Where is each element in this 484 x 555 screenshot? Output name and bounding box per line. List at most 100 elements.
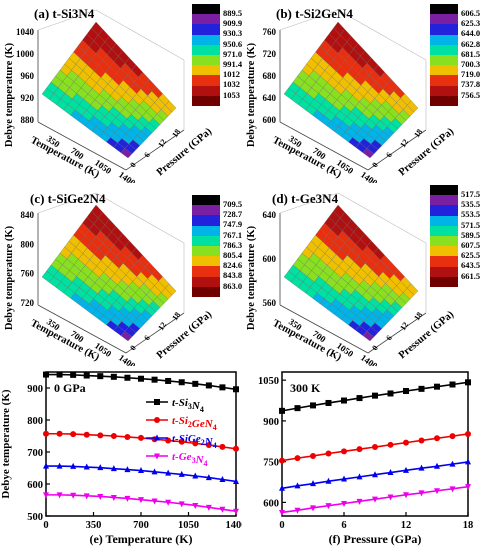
data-point [449,433,456,440]
pressure-tick-label: 0 [370,344,380,352]
x-axis-label: (f) Pressure (GPa) [329,532,422,546]
series-t-Si2GeN4 [279,430,471,464]
data-point [124,495,131,502]
surface-plot-a: 8809209601000104035070010501400061218Deb… [4,9,215,188]
colorbar-swatch [192,95,220,106]
colorbar-swatch [192,205,220,216]
data-point [165,377,172,384]
data-point [97,432,104,439]
x-tick-label: 0 [279,520,284,531]
surface-axes [37,192,185,354]
data-point [219,476,226,483]
temperature-tick-label: 1400 [359,352,380,366]
colorbar-tick-label: 571.5 [461,219,481,230]
data-point [178,470,185,477]
series-t-Si3N4 [279,379,471,414]
x-tick-label: 18 [463,520,474,531]
line-chart-f: 0 6 12 18 600 750 900 1050 (f) Pressure (GPa) 300… [242,366,484,550]
colorbar-tick-label: 644.0 [461,28,481,39]
data-point [294,405,301,412]
data-point [154,453,160,460]
data-point [205,382,212,389]
data-point [403,466,409,473]
colorbar-swatch [430,185,458,196]
temperature-tick-label: 1400 [117,352,138,366]
back-edge [337,192,427,244]
data-point [165,437,172,444]
data-point [56,371,63,378]
debye-tick-label: 960 [21,71,35,81]
colorbar-swatch [430,65,458,76]
temperature-axis-label: Temperature (K) [29,318,102,364]
colorbar-tick-label: 719.0 [461,69,481,80]
colorbar-swatch [430,225,458,236]
data-point [83,431,90,438]
x-axis-line [279,304,369,354]
series-t-SiGe2N4 [43,462,239,484]
data-point [70,492,77,499]
pressure-axis-label: Pressure (GPa) [397,309,457,362]
debye-tick-label: 760 [21,269,35,279]
colorbar-tick-label: 709.5 [223,199,243,209]
data-point [325,477,332,484]
debye-tick-label: 600 [263,254,277,264]
data-point [70,431,77,438]
surface-panel-a: 880 920 960 1000 1040 350 700 1050 1400 0 6 12 18 Deb… [0,0,243,188]
colorbar-tick-label: 767.1 [223,229,243,240]
colorbar-tick-label: 681.5 [461,48,481,59]
pressure-tick-label: 6 [142,151,152,159]
data-point [138,467,144,474]
debye-tick-label: 720 [21,298,35,308]
colorbar-swatch [430,54,458,66]
colorbar-swatch [192,235,220,246]
data-point [372,443,378,450]
data-point [341,448,347,455]
legend-entry: t-Si3N4 [172,397,204,414]
data-point [356,498,363,505]
data-point [192,502,199,509]
p-axis-line [125,129,185,171]
colorbar-swatch [430,205,458,216]
data-point [449,486,456,493]
debye-tick-label: 840 [21,210,35,220]
debye-tick-label: 720 [263,49,277,59]
colorbar-tick-label: 747.9 [223,219,243,230]
data-point [205,474,212,481]
pressure-tick-label: 6 [384,334,394,342]
data-point [110,465,117,472]
data-point [341,475,347,482]
colorbar-tick-label: 737.8 [461,79,481,90]
colorbar-tick-label: 662.8 [461,38,481,49]
pressure-axis-label: Pressure (GPa) [397,126,457,179]
debye-axis-label: Debye temperature (K) [4,225,15,330]
panel-title-a: (a) t-Si3N4 [34,6,95,21]
debye-tick-label: 1000 [16,49,35,59]
data-point [403,439,409,446]
debye-tick-label: 640 [263,93,277,103]
colorbar-swatch [192,65,220,76]
colorbar-swatch [192,195,220,206]
colorbar-tick-label: 930.3 [223,28,243,39]
legend-entry: t-SiGe2N4 [172,433,217,450]
chart-title: 300 K [290,381,321,395]
debye-tick-label: 880 [21,115,35,125]
colorbar-swatch [192,44,220,55]
data-point [403,388,409,395]
data-point [43,462,49,469]
data-point [434,488,440,495]
colorbar-tick-label: 728.7 [223,209,243,220]
colorbar-tick-label: 843.8 [223,270,243,281]
temperature-axis-label: Temperature (K) [271,135,344,181]
x-axis-line [279,121,369,171]
data-point [434,383,440,390]
x-tick-label: 1050 [178,520,199,531]
colorbar-swatch [430,246,458,257]
debye-tick-label: 680 [263,71,277,81]
data-point [154,434,160,441]
colorbar-swatch [430,235,458,247]
data-point [110,494,117,501]
series-t-Si3N4 [43,371,239,393]
data-point [154,399,160,405]
pressure-tick-label: 12 [156,137,168,149]
x-tick-label: 350 [86,520,102,531]
